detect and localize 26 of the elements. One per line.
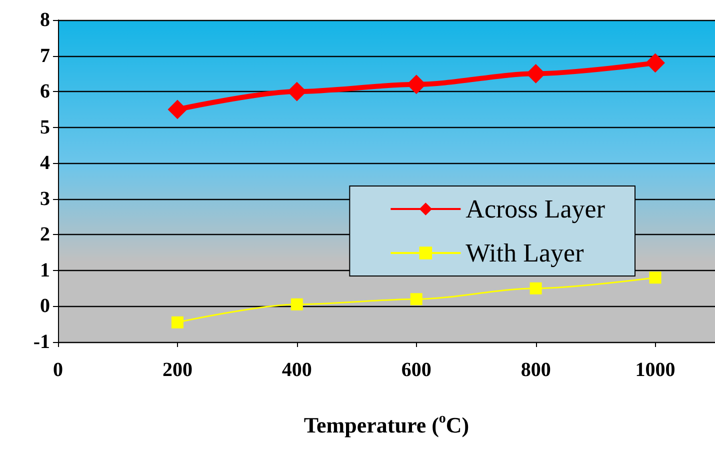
y-tick-label: 6 xyxy=(40,80,50,103)
point xyxy=(171,316,184,328)
y-tick-label: 8 xyxy=(40,9,50,31)
point xyxy=(649,272,662,284)
y-tick-label: 3 xyxy=(40,188,50,210)
y-tick-label: 4 xyxy=(40,152,50,174)
point xyxy=(287,82,306,102)
x-tick-label: 600 xyxy=(401,359,432,381)
y-tick-label: 2 xyxy=(40,224,50,246)
point xyxy=(646,53,665,72)
point xyxy=(410,293,422,306)
legend-label: Across Layer xyxy=(466,194,606,224)
point xyxy=(168,100,187,119)
y-tick-label: -1 xyxy=(33,331,50,353)
point xyxy=(290,298,303,310)
y-tick-label: 1 xyxy=(40,259,50,282)
point xyxy=(530,282,542,294)
x-tick-label: 1000 xyxy=(635,359,676,381)
y-tick-label: 5 xyxy=(40,116,50,138)
point xyxy=(526,64,546,84)
x-tick-label: 800 xyxy=(520,359,551,381)
x-tick-label: 400 xyxy=(282,359,312,381)
y-tick-label: 7 xyxy=(40,44,50,67)
y-tick-label: 0 xyxy=(40,295,50,318)
legend-label: With Layer xyxy=(466,238,584,268)
x-tick-label: 200 xyxy=(162,359,192,381)
